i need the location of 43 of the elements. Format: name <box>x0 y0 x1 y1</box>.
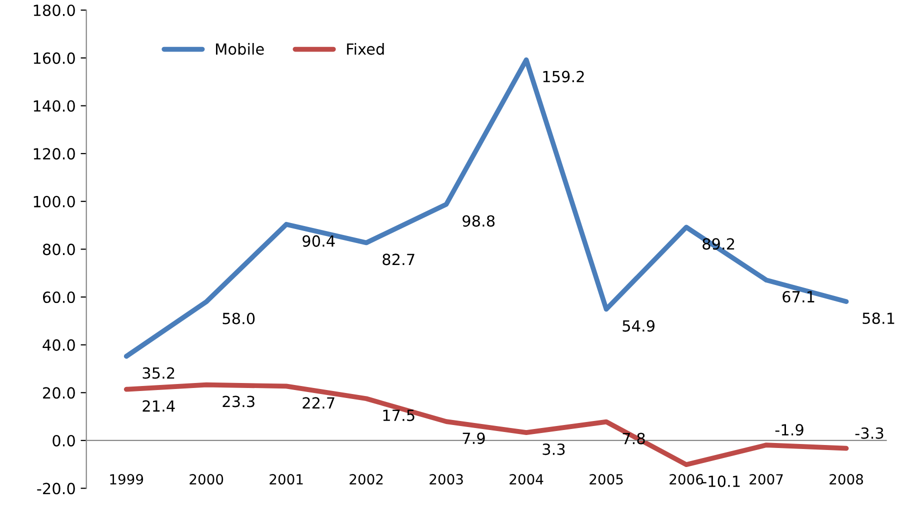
data-label: 58.0 <box>222 312 255 324</box>
y-tick-label: 40.0 <box>42 339 75 351</box>
data-label: -3.3 <box>855 427 884 439</box>
y-tick-label: 180.0 <box>34 4 75 16</box>
data-label: 54.9 <box>622 320 655 332</box>
y-tick-label: 140.0 <box>34 100 75 112</box>
x-tick-label: 1999 <box>110 474 144 485</box>
x-tick-label: 2003 <box>430 474 463 485</box>
data-label: 67.1 <box>782 290 814 303</box>
y-tick-label: 120.0 <box>34 148 75 160</box>
line-series <box>124 57 849 359</box>
x-tick-label: 2008 <box>830 474 863 485</box>
data-label: 3.3 <box>542 444 565 456</box>
data-label: 90.4 <box>302 235 335 247</box>
data-label: 7.9 <box>462 432 485 444</box>
x-tick-label: 2000 <box>190 474 224 485</box>
y-tick-label: 60.0 <box>42 291 75 304</box>
data-label: 58.1 <box>862 312 894 324</box>
y-tick-label: 160.0 <box>34 52 75 64</box>
data-label: 159.2 <box>543 70 584 82</box>
y-tick-label: 100.0 <box>34 196 75 208</box>
x-tick-label: 2007 <box>750 474 783 485</box>
legend-label: Mobile <box>216 42 264 55</box>
data-label: 22.7 <box>302 397 334 408</box>
y-tick-label: 20.0 <box>43 387 75 399</box>
line-series <box>124 382 849 468</box>
y-tick-label: 80.0 <box>42 244 75 256</box>
x-tick-label: 2005 <box>590 474 623 485</box>
data-label: 21.4 <box>142 400 175 412</box>
data-label: -10.1 <box>702 476 740 488</box>
x-tick-label: 2001 <box>270 474 303 485</box>
x-tick-label: 2004 <box>510 474 544 485</box>
data-label: 82.7 <box>382 254 414 266</box>
x-tick-label: 2006 <box>670 474 704 485</box>
x-tick-label: 2002 <box>350 474 383 485</box>
data-label: 35.2 <box>142 367 174 379</box>
y-tick-label: 0.0 <box>52 434 75 446</box>
data-label: 17.5 <box>383 410 414 422</box>
y-tick-label: -20.0 <box>37 482 75 494</box>
data-label: 98.8 <box>462 215 495 227</box>
legend-label: Fixed <box>347 42 384 55</box>
data-label: 23.3 <box>222 396 254 408</box>
data-label: -1.9 <box>775 424 804 436</box>
